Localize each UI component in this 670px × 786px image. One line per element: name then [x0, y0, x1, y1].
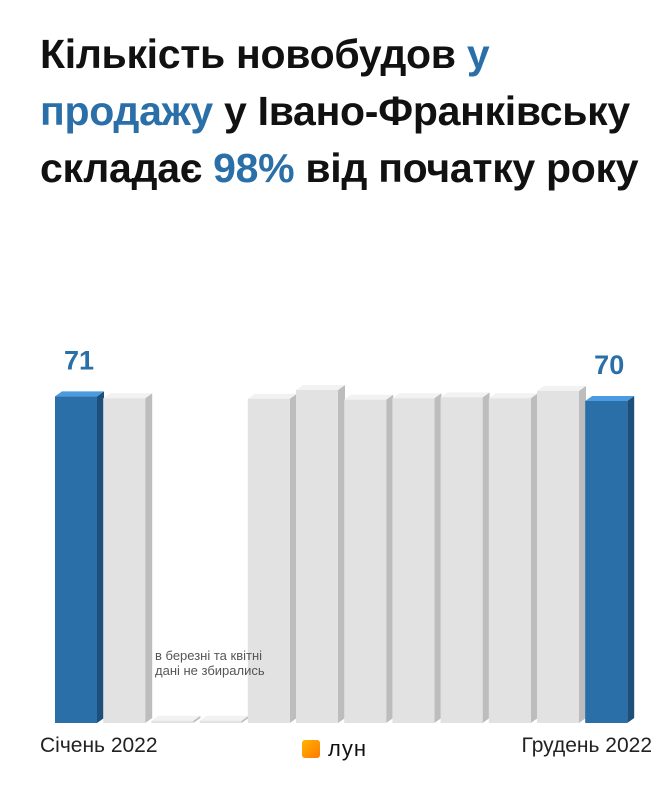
bar-side-8	[482, 392, 490, 723]
bar-top-7	[392, 393, 442, 399]
bar-side-0	[97, 391, 104, 723]
chart-title: Кількість новобудов у продажу у Івано-Фр…	[40, 26, 650, 197]
bar-0	[55, 396, 97, 723]
bar-4	[247, 398, 290, 723]
bar-side-7	[434, 393, 442, 723]
bar-6	[344, 399, 387, 723]
bar-10	[537, 390, 579, 723]
bar-top-2	[151, 715, 201, 721]
bar-top-6	[344, 394, 394, 400]
data-label-0: 71	[64, 345, 94, 375]
bar-top-4	[247, 393, 297, 399]
bar-top-1	[103, 393, 153, 399]
bar-chart: 71 70	[55, 345, 635, 723]
data-label-11: 70	[594, 350, 624, 380]
bar-top-9	[488, 393, 538, 399]
x-axis-start-label: Січень 2022	[40, 734, 158, 757]
bar-top-0	[55, 391, 104, 397]
bar-side-1	[145, 393, 153, 723]
bar-7	[392, 398, 435, 723]
title-part1: Кількість новобудов	[40, 31, 467, 77]
logo-icon	[302, 740, 320, 758]
title-highlight-percent: 98%	[213, 145, 295, 191]
missing-data-note: в березні та квітні дані не збирались	[155, 648, 265, 678]
bar-side-2	[193, 715, 201, 723]
bar-side-5	[338, 384, 345, 723]
bar-top-5	[296, 384, 345, 390]
bar-side-11	[627, 396, 635, 723]
bar-top-10	[537, 385, 586, 391]
bar-side-4	[289, 393, 297, 723]
bar-side-6	[386, 394, 394, 723]
bar-top-8	[440, 392, 490, 398]
bar-1	[103, 398, 146, 723]
logo: лун	[302, 736, 367, 762]
logo-text: лун	[328, 736, 367, 761]
bar-5	[296, 389, 338, 723]
title-part2: у Івано-Франківську складає	[40, 88, 630, 191]
bar-3	[199, 720, 242, 723]
bar-8	[440, 397, 483, 723]
x-axis-end-label: Грудень 2022	[521, 734, 652, 757]
bar-top-11	[585, 396, 635, 401]
bar-top-3	[199, 715, 249, 721]
bar-2	[151, 720, 194, 723]
title-highlight-for-sale: у продажу	[40, 31, 490, 134]
title-part3: від початку року	[294, 145, 639, 191]
bar-11	[585, 401, 628, 723]
bar-side-3	[241, 715, 249, 723]
bar-side-9	[530, 393, 538, 723]
bar-side-10	[579, 385, 586, 723]
bar-9	[488, 398, 531, 723]
